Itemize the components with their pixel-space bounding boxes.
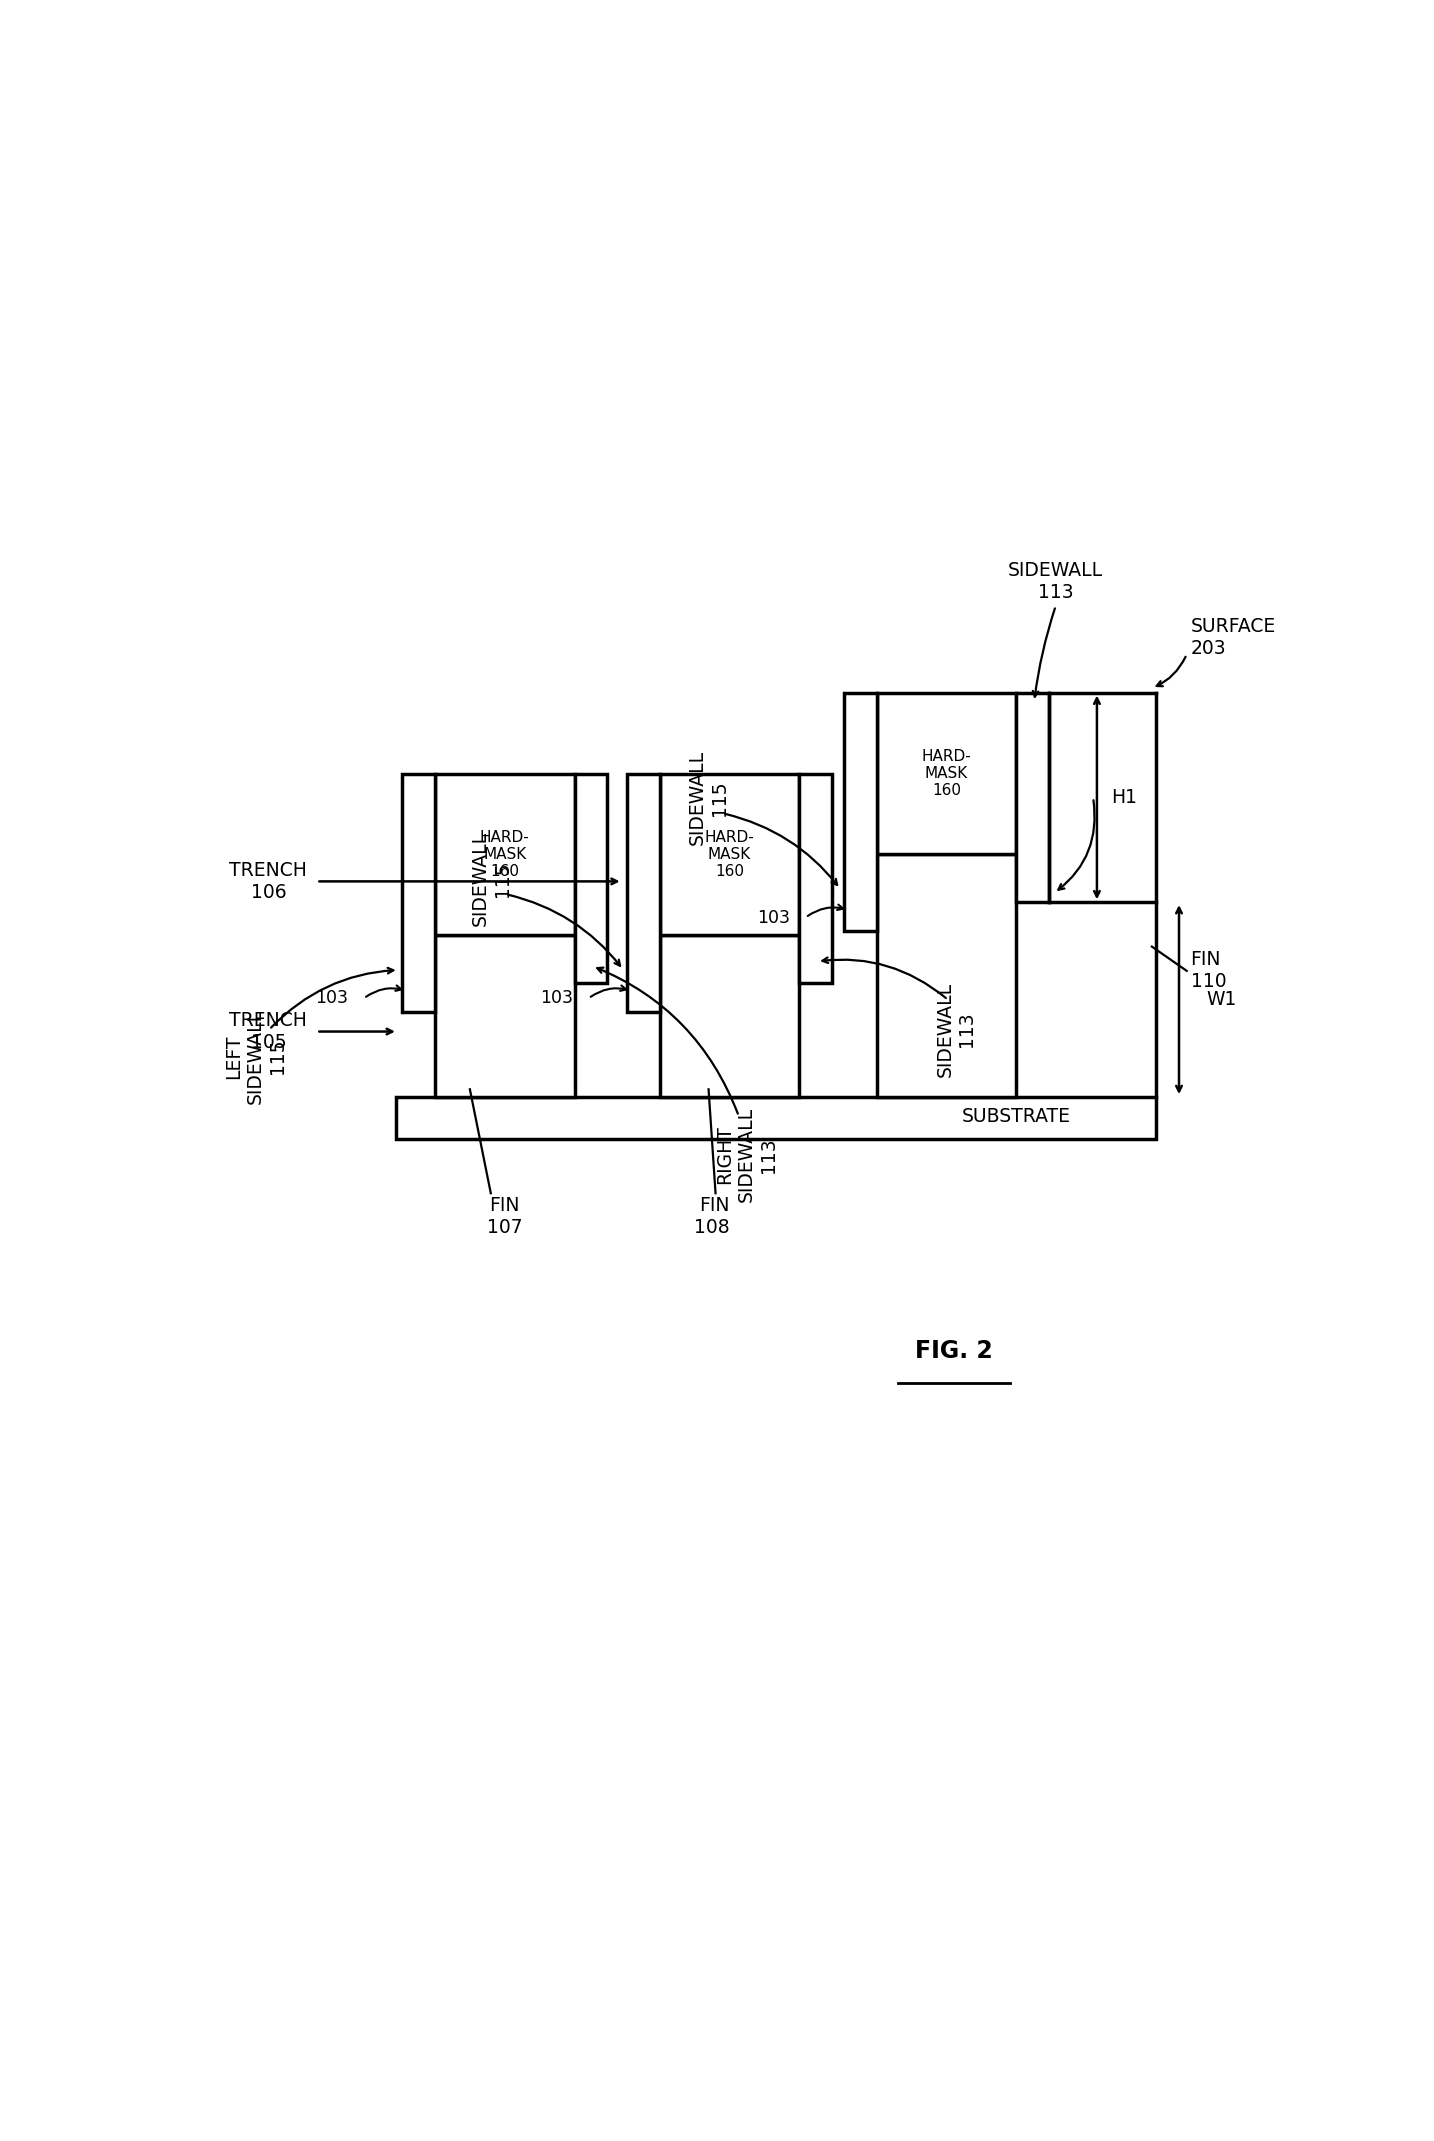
Text: 103: 103 (541, 989, 574, 1008)
Text: FIN
110: FIN 110 (1190, 951, 1226, 991)
Bar (575, 773, 607, 983)
Text: FIN
108: FIN 108 (694, 1197, 730, 1237)
Text: FIG. 2: FIG. 2 (915, 1338, 994, 1364)
Text: LEFT
SIDEWALL
115: LEFT SIDEWALL 115 (224, 1008, 287, 1105)
Bar (799, 773, 832, 983)
Text: HARD-
MASK
160: HARD- MASK 160 (922, 749, 971, 799)
Text: FIN
107: FIN 107 (488, 1197, 522, 1237)
Text: SURFACE
203: SURFACE 203 (1190, 617, 1276, 657)
Text: 103: 103 (315, 989, 348, 1008)
Text: SUBSTRATE: SUBSTRATE (962, 1107, 1071, 1126)
Text: W1: W1 (1206, 989, 1236, 1008)
Text: SIDEWALL
113: SIDEWALL 113 (1008, 561, 1103, 602)
Text: HARD-
MASK
160: HARD- MASK 160 (480, 829, 529, 880)
Text: SIDEWALL
115: SIDEWALL 115 (472, 831, 512, 927)
Bar (435, 936, 575, 1096)
Bar (660, 936, 799, 1096)
Text: TRENCH
106: TRENCH 106 (229, 861, 307, 901)
Bar (396, 1096, 1156, 1139)
Bar (1017, 694, 1048, 901)
Bar (627, 773, 660, 1013)
Text: TRENCH
105: TRENCH 105 (229, 1011, 307, 1051)
Bar (435, 773, 575, 936)
Text: RIGHT
SIDEWALL
113: RIGHT SIDEWALL 113 (716, 1107, 779, 1203)
Bar (876, 854, 1017, 1096)
Bar (403, 773, 435, 1013)
Bar (876, 694, 1017, 854)
Bar (845, 694, 876, 931)
Text: HARD-
MASK
160: HARD- MASK 160 (704, 829, 754, 880)
Text: SIDEWALL
113: SIDEWALL 113 (935, 981, 977, 1077)
Text: H1: H1 (1111, 788, 1137, 807)
Bar (660, 773, 799, 936)
Text: SIDEWALL
115: SIDEWALL 115 (688, 749, 728, 846)
Text: 103: 103 (757, 908, 790, 927)
